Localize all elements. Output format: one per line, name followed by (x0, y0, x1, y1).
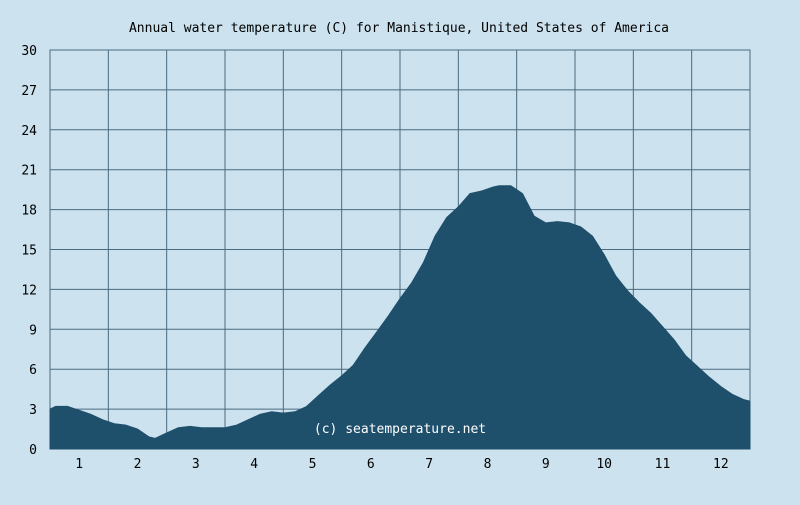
y-tick-label: 18 (21, 204, 37, 219)
y-tick-label: 27 (21, 84, 37, 99)
y-tick-label: 30 (21, 44, 37, 59)
chart-title: Annual water temperature (C) for Manisti… (129, 21, 669, 36)
y-tick-label: 3 (29, 403, 37, 418)
y-tick-label: 21 (21, 164, 37, 179)
x-tick-label: 11 (655, 457, 671, 472)
watermark-text: (c) seatemperature.net (314, 422, 486, 437)
y-tick-label: 9 (29, 323, 37, 338)
y-tick-label: 0 (29, 443, 37, 458)
x-tick-label: 6 (367, 457, 375, 472)
y-tick-label: 12 (21, 283, 37, 298)
x-tick-label: 1 (75, 457, 83, 472)
x-tick-label: 8 (484, 457, 492, 472)
x-tick-label: 12 (713, 457, 729, 472)
y-tick-label: 15 (21, 244, 37, 259)
x-tick-label: 3 (192, 457, 200, 472)
x-tick-label: 4 (250, 457, 258, 472)
y-tick-label: 6 (29, 363, 37, 378)
x-tick-label: 9 (542, 457, 550, 472)
x-tick-label: 7 (425, 457, 433, 472)
x-tick-label: 5 (309, 457, 317, 472)
x-tick-label: 10 (596, 457, 612, 472)
x-tick-label: 2 (134, 457, 142, 472)
y-tick-label: 24 (21, 124, 37, 139)
